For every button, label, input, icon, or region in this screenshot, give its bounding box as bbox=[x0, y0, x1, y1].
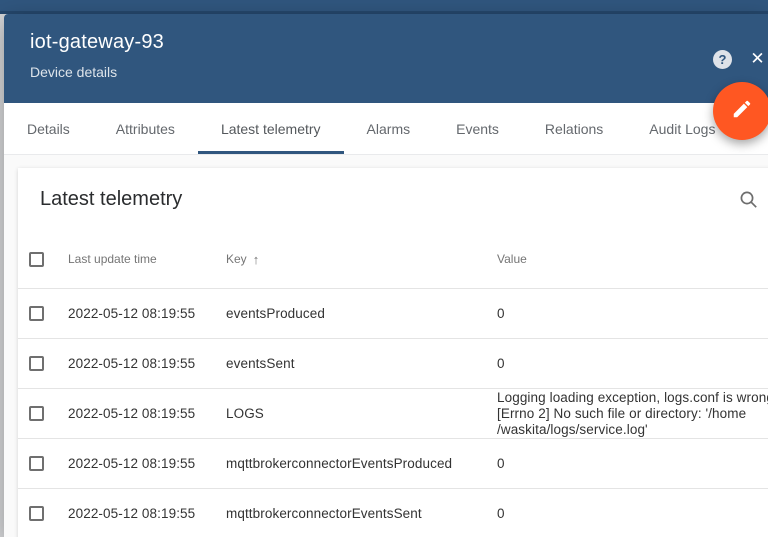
tab-content: Latest telemetry Last update time bbox=[4, 155, 768, 537]
search-icon bbox=[738, 191, 760, 215]
cell-last-update-time: 2022-05-12 08:19:55 bbox=[68, 356, 196, 371]
cell-value: 0 bbox=[497, 505, 505, 521]
tab-audit-logs[interactable]: Audit Logs bbox=[649, 120, 716, 137]
app-toolbar bbox=[0, 0, 768, 11]
device-details-dialog: iot-gateway-93 Device details ? ✕ Detail… bbox=[4, 14, 768, 537]
cell-value: 0 bbox=[497, 455, 505, 471]
pencil-icon bbox=[731, 98, 753, 125]
cell-key: eventsProduced bbox=[226, 306, 325, 321]
cell-last-update-time: 2022-05-12 08:19:55 bbox=[68, 306, 196, 321]
table-header-row: Last update time Key ↑ Value bbox=[18, 230, 768, 288]
tab-events[interactable]: Events bbox=[456, 120, 499, 137]
close-button[interactable]: ✕ bbox=[747, 48, 768, 69]
close-icon: ✕ bbox=[750, 49, 765, 68]
row-checkbox[interactable] bbox=[29, 306, 44, 321]
table-row[interactable]: 2022-05-12 08:19:55 mqttbrokerconnectorE… bbox=[18, 488, 768, 537]
help-icon: ? bbox=[718, 52, 727, 67]
cell-last-update-time: 2022-05-12 08:19:55 bbox=[68, 506, 196, 521]
help-button[interactable]: ? bbox=[713, 50, 732, 69]
cell-key: eventsSent bbox=[226, 356, 295, 371]
cell-value: 0 bbox=[497, 305, 505, 321]
cell-value: 0 bbox=[497, 355, 505, 371]
search-button[interactable] bbox=[738, 189, 760, 211]
tab-bar: Details Attributes Latest telemetry Alar… bbox=[4, 103, 768, 155]
column-header-key[interactable]: Key ↑ bbox=[226, 252, 497, 267]
table-row[interactable]: 2022-05-12 08:19:55 LOGS Logging loading… bbox=[18, 388, 768, 438]
cell-key: mqttbrokerconnectorEventsProduced bbox=[226, 456, 453, 471]
cell-value: Logging loading exception, logs.conf is … bbox=[497, 389, 768, 437]
cell-last-update-time: 2022-05-12 08:19:55 bbox=[68, 406, 196, 421]
row-checkbox[interactable] bbox=[29, 406, 44, 421]
cell-key: LOGS bbox=[226, 406, 264, 421]
column-header-key-label: Key bbox=[226, 252, 247, 266]
tab-attributes[interactable]: Attributes bbox=[115, 120, 175, 137]
telemetry-card-header: Latest telemetry bbox=[18, 168, 768, 230]
tab-latest-telemetry[interactable]: Latest telemetry bbox=[198, 103, 344, 154]
row-checkbox[interactable] bbox=[29, 356, 44, 371]
row-checkbox[interactable] bbox=[29, 506, 44, 521]
dialog-header: iot-gateway-93 Device details ? ✕ bbox=[4, 14, 768, 103]
panel-title: Latest telemetry bbox=[40, 187, 183, 210]
tab-relations[interactable]: Relations bbox=[544, 120, 604, 137]
select-all-checkbox[interactable] bbox=[29, 251, 44, 267]
column-header-value[interactable]: Value bbox=[497, 252, 527, 266]
dialog-title: iot-gateway-93 bbox=[30, 31, 164, 53]
table-row[interactable]: 2022-05-12 08:19:55 eventsSent 0 bbox=[18, 338, 768, 388]
edit-fab-button[interactable] bbox=[713, 82, 768, 140]
toolbar-shadow bbox=[0, 11, 768, 14]
row-checkbox[interactable] bbox=[29, 456, 44, 471]
table-row[interactable]: 2022-05-12 08:19:55 mqttbrokerconnectorE… bbox=[18, 438, 768, 488]
cell-last-update-time: 2022-05-12 08:19:55 bbox=[68, 456, 196, 471]
cell-key: mqttbrokerconnectorEventsSent bbox=[226, 506, 422, 521]
table-row[interactable]: 2022-05-12 08:19:55 eventsProduced 0 bbox=[18, 288, 768, 338]
tab-details[interactable]: Details bbox=[27, 120, 70, 137]
dialog-subtitle: Device details bbox=[30, 64, 118, 80]
sort-ascending-icon: ↑ bbox=[252, 251, 260, 267]
tab-alarms[interactable]: Alarms bbox=[366, 120, 411, 137]
telemetry-card: Latest telemetry Last update time bbox=[18, 168, 768, 537]
column-header-last-update-time[interactable]: Last update time bbox=[68, 252, 157, 266]
